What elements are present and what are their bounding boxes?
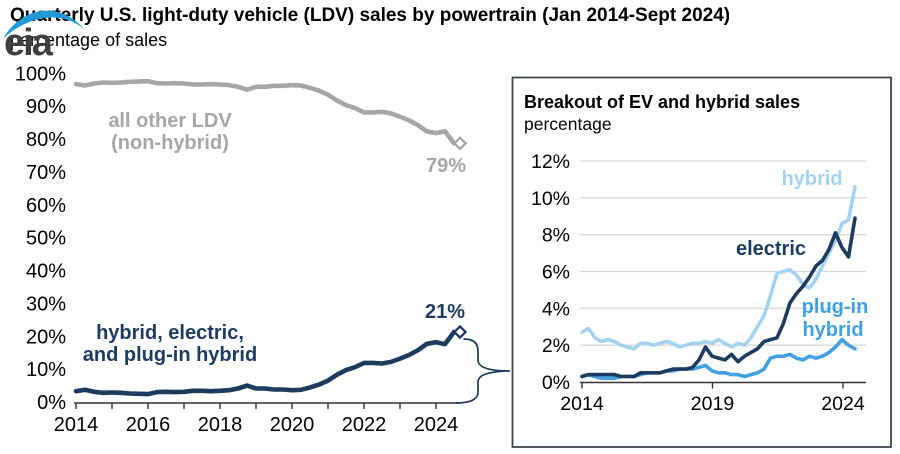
inset-title: Breakout of EV and hybrid sales: [524, 92, 800, 112]
series-label-hybrid: hybrid: [781, 168, 842, 190]
y-tick-label: 10%: [531, 188, 570, 210]
eia-swoosh-icon: [3, 10, 84, 39]
page-subtitle: percentage of sales: [10, 30, 168, 50]
y-tick-label: 4%: [542, 298, 570, 320]
inset-panel-border: [511, 76, 892, 448]
y-tick-label: 80%: [26, 129, 66, 151]
y-tick-label: 70%: [26, 162, 66, 184]
y-tick-label: 30%: [26, 293, 66, 315]
y-tick-label: 8%: [542, 225, 570, 247]
y-tick-label: 90%: [26, 96, 66, 118]
page-title: Quarterly U.S. light-duty vehicle (LDV) …: [10, 5, 731, 26]
inset-chart: 2014 2019 2024 0% 2% 4% 6% 8% 10% 12%: [531, 151, 866, 415]
x-tick-label: 2018: [198, 414, 243, 436]
y-tick-label: 2%: [542, 335, 570, 357]
x-tick-label: 2024: [414, 414, 459, 436]
y-tick-label: 40%: [26, 261, 66, 283]
header: Quarterly U.S. light-duty vehicle (LDV) …: [10, 5, 810, 51]
series-label-other-line2: (non-hybrid): [111, 132, 229, 154]
x-tick-label: 2019: [691, 393, 734, 415]
series-label-plugin-line1: plug-in: [802, 296, 869, 318]
series-line-hybrid: [580, 185, 857, 351]
series-line-hybrid-electric-and-plug-in-hybrid: [73, 329, 457, 397]
series-line-electric: [580, 216, 857, 379]
y-tick-label: 100%: [15, 63, 66, 85]
series-label-other-line1: all other LDV: [108, 110, 232, 132]
callout-hev-end-value: 21%: [425, 301, 465, 323]
end-marker-diamond: [452, 136, 468, 151]
series-label-electric: electric: [736, 238, 806, 260]
x-tick-label: 2014: [54, 414, 99, 436]
series-label-hev-line2: and plug-in hybrid: [83, 344, 257, 366]
inset-subtitle: percentage: [524, 114, 612, 134]
brace-connector: [455, 338, 511, 404]
y-tick-label: 6%: [542, 261, 570, 283]
y-tick-label: 0%: [37, 392, 66, 414]
x-tick-label: 2020: [270, 414, 315, 436]
eia-logo: eia: [3, 10, 84, 60]
y-tick-label: 10%: [26, 359, 66, 381]
series-label-plugin-line2: hybrid: [802, 319, 863, 341]
end-marker-diamond: [452, 324, 468, 340]
x-tick-label: 2024: [821, 393, 865, 415]
x-tick-label: 2022: [342, 414, 387, 436]
x-tick-label: 2014: [560, 393, 604, 415]
series-label-hev-line1: hybrid, electric,: [96, 322, 244, 344]
main-chart: 2014 2016 2018 2020 2022 2024 0% 10% 20% 30% 40% 50…: [15, 63, 468, 436]
x-tick-label: 2016: [126, 414, 171, 436]
y-tick-label: 12%: [531, 151, 570, 173]
callout-other-end-value: 79%: [426, 155, 466, 177]
series-line-all-other-LDV-non-hybrid-: [73, 78, 457, 146]
y-tick-label: 50%: [26, 228, 66, 250]
y-tick-label: 0%: [542, 372, 570, 394]
y-tick-label: 60%: [26, 195, 66, 217]
eia-logo-text: eia: [4, 22, 54, 60]
y-tick-label: 20%: [26, 326, 66, 348]
